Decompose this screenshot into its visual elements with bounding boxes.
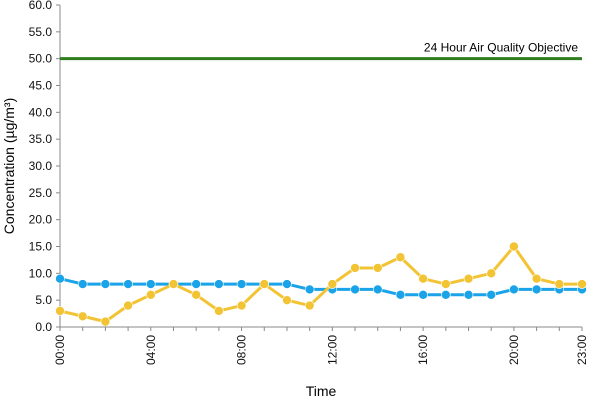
- x-tick-label: 16:00: [416, 335, 430, 365]
- data-point: [350, 263, 360, 273]
- data-point: [372, 263, 383, 273]
- data-point: [259, 279, 270, 289]
- data-point: [418, 273, 428, 284]
- y-tick-label: 35.0: [29, 132, 53, 146]
- data-point: [327, 279, 338, 289]
- data-point: [463, 273, 474, 284]
- data-point: [191, 279, 201, 289]
- data-point: [577, 279, 587, 289]
- data-point: [441, 289, 451, 300]
- data-point: [77, 279, 88, 289]
- y-tick-label: 60.0: [29, 0, 53, 12]
- data-point: [55, 306, 65, 316]
- data-point: [395, 252, 406, 263]
- data-point: [236, 300, 247, 311]
- data-point: [55, 273, 65, 284]
- y-tick-label: 10.0: [29, 266, 53, 280]
- x-tick-label: 23:00: [575, 335, 589, 365]
- data-point: [395, 289, 406, 300]
- y-tick-label: 25.0: [29, 186, 53, 200]
- data-point: [554, 279, 565, 289]
- data-point: [372, 284, 383, 295]
- y-tick-label: 5.0: [35, 293, 52, 307]
- data-point: [463, 289, 474, 300]
- data-point: [509, 241, 519, 252]
- data-point: [214, 279, 224, 289]
- y-tick-label: 15.0: [29, 240, 53, 254]
- data-point: [350, 284, 360, 295]
- data-point: [304, 300, 315, 311]
- y-tick-label: 50.0: [29, 52, 53, 66]
- axes: 0.0 5.0 10.0 15.0 20.0 25.0 30.0 35.0 40.0 45.0 50…: [29, 0, 589, 365]
- data-point: [145, 289, 156, 300]
- data-point: [486, 268, 497, 279]
- x-tick-label: 04:00: [144, 335, 158, 365]
- data-point: [100, 279, 111, 289]
- y-tick-label: 30.0: [29, 159, 53, 173]
- data-point: [282, 279, 292, 289]
- data-point: [441, 279, 451, 289]
- x-tick-label: 00:00: [53, 335, 67, 365]
- data-point: [100, 316, 111, 327]
- y-tick-label: 0.0: [35, 320, 52, 334]
- y-axis-title: Concentration (µg/m³): [1, 98, 17, 234]
- series-0: [55, 273, 587, 300]
- series-1: [55, 241, 587, 327]
- data-point: [486, 289, 497, 300]
- y-tick-label: 40.0: [29, 105, 53, 119]
- data-point: [123, 300, 133, 311]
- data-point: [531, 273, 542, 284]
- x-axis-title: Time: [306, 383, 337, 399]
- data-point: [168, 279, 179, 289]
- data-point: [304, 284, 315, 295]
- data-point: [418, 289, 428, 300]
- x-tick-label: 12:00: [325, 335, 339, 365]
- y-tick-label: 45.0: [29, 79, 53, 93]
- air-quality-objective-label: 24 Hour Air Quality Objective: [424, 41, 578, 55]
- data-point: [123, 279, 133, 289]
- y-tick-label: 20.0: [29, 213, 53, 227]
- x-tick-label: 08:00: [235, 335, 249, 365]
- data-point: [282, 295, 292, 305]
- reference-line-group: 24 Hour Air Quality Objective: [60, 41, 582, 61]
- data-point: [191, 289, 201, 300]
- x-tick-label: 20:00: [507, 335, 521, 365]
- series-group: [55, 241, 587, 327]
- data-point: [77, 311, 88, 322]
- data-point: [509, 284, 519, 295]
- data-point: [145, 279, 156, 289]
- data-point: [531, 284, 542, 295]
- series-line: [59, 277, 582, 297]
- data-point: [236, 279, 247, 289]
- data-point: [214, 306, 224, 316]
- y-tick-label: 55.0: [29, 25, 53, 39]
